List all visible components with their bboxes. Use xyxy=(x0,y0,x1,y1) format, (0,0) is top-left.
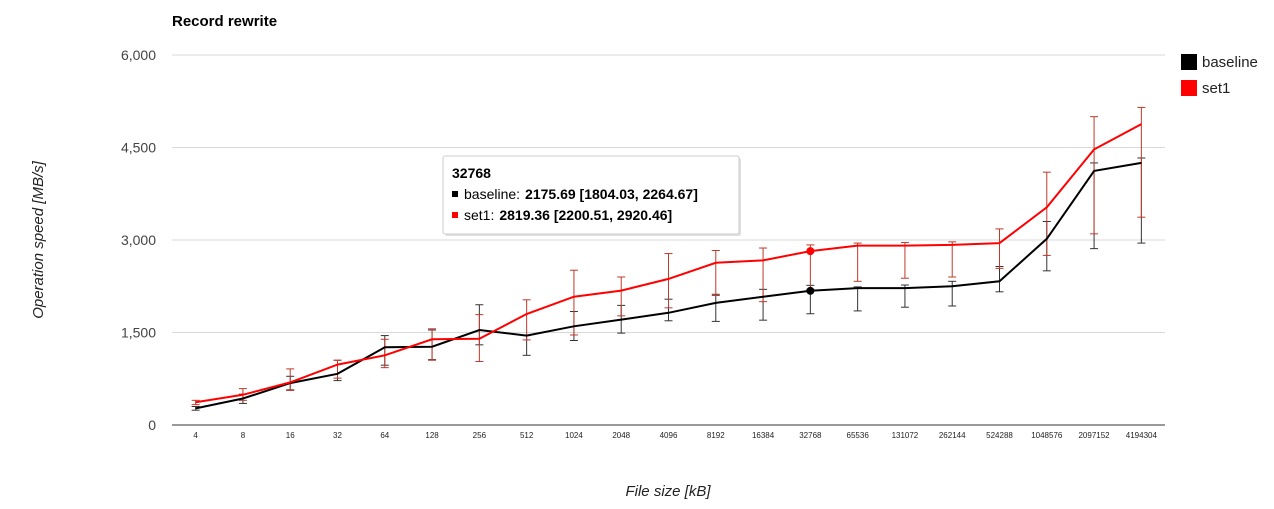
series-lines xyxy=(195,123,1142,410)
x-tick-label: 128 xyxy=(425,431,439,440)
error-bar-set1 xyxy=(286,368,295,391)
tooltip-swatch-baseline xyxy=(452,191,458,197)
y-tick-label: 4,500 xyxy=(121,140,156,156)
x-tick-label: 2048 xyxy=(612,431,630,440)
x-tick-label: 1048576 xyxy=(1031,431,1063,440)
highlight-point-set1 xyxy=(806,247,815,256)
error-bar-set1 xyxy=(995,228,1004,269)
error-bar-set1 xyxy=(711,249,720,296)
error-bar-set1 xyxy=(191,399,200,406)
error-bar-set1 xyxy=(380,338,389,369)
x-tick-label: 16 xyxy=(286,431,295,440)
x-tick-label: 32768 xyxy=(799,431,822,440)
series-line-set1 xyxy=(195,123,1142,404)
gridlines xyxy=(172,54,1165,426)
x-tick-label: 65536 xyxy=(847,431,870,440)
x-tick-label: 8 xyxy=(241,431,246,440)
x-tick-label: 4096 xyxy=(660,431,678,440)
y-tick-label: 6,000 xyxy=(121,47,156,63)
error-bar-set1 xyxy=(1137,106,1146,218)
x-tick-label: 524288 xyxy=(986,431,1013,440)
legend: baseline set1 xyxy=(1181,54,1258,97)
legend-swatch-baseline xyxy=(1181,54,1197,70)
error-bar-set1 xyxy=(569,269,578,336)
tooltip: 32768 baseline: 2175.69 [1804.03, 2264.67]… xyxy=(442,155,741,236)
y-tick-label: 0 xyxy=(148,417,156,433)
error-bar-set1 xyxy=(1090,116,1099,235)
error-bar-set1 xyxy=(853,242,862,282)
chart-title: Record rewrite xyxy=(172,13,277,30)
series-line-baseline xyxy=(195,161,1142,410)
tooltip-row-baseline: baseline: 2175.69 [1804.03, 2264.67] xyxy=(464,186,698,202)
x-tick-label: 64 xyxy=(380,431,389,440)
error-bar-set1 xyxy=(617,276,626,317)
error-bar-set1 xyxy=(900,241,909,279)
tooltip-label: set1: xyxy=(464,207,494,223)
error-bar-set1 xyxy=(333,359,342,379)
x-tick-label: 4194304 xyxy=(1126,431,1158,440)
legend-swatch-set1 xyxy=(1181,80,1197,96)
x-tick-label: 8192 xyxy=(707,431,725,440)
error-bar-set1 xyxy=(428,328,437,361)
legend-label-set1: set1 xyxy=(1202,80,1230,97)
x-tick-label: 2097152 xyxy=(1078,431,1110,440)
x-tick-label: 1024 xyxy=(565,431,583,440)
error-bar-baseline xyxy=(853,286,862,312)
error-bar-set1 xyxy=(664,253,673,309)
error-bar-set1 xyxy=(948,241,957,278)
error-bar-set1 xyxy=(1042,171,1051,256)
x-tick-label: 32 xyxy=(333,431,342,440)
tooltip-box xyxy=(442,155,740,235)
error-bar-baseline xyxy=(711,293,720,322)
x-tick-label: 4 xyxy=(193,431,198,440)
tooltip-label: baseline: xyxy=(464,186,520,202)
x-tick-label: 131072 xyxy=(892,431,919,440)
x-tick-label: 262144 xyxy=(939,431,966,440)
tooltip-value: 2819.36 [2200.51, 2920.46] xyxy=(499,207,672,223)
legend-label-baseline: baseline xyxy=(1202,54,1258,71)
series-markers xyxy=(806,247,815,295)
x-tick-label: 16384 xyxy=(752,431,775,440)
x-tick-label: 512 xyxy=(520,431,534,440)
tooltip-value: 2175.69 [1804.03, 2264.67] xyxy=(525,186,698,202)
tooltip-swatch-set1 xyxy=(452,212,458,218)
error-bar-set1 xyxy=(759,247,768,303)
tooltip-row-set1: set1: 2819.36 [2200.51, 2920.46] xyxy=(464,207,672,223)
error-bar-set1 xyxy=(522,299,531,341)
y-tick-label: 1,500 xyxy=(121,325,156,341)
tooltip-title: 32768 xyxy=(452,165,491,181)
x-axis-ticks: 4 8 16 32 64 128 256 512 1024 2048 4096 8192 16384 32… xyxy=(193,431,1157,440)
y-axis-ticks: 0 1,500 3,000 4,500 6,000 xyxy=(121,47,156,433)
highlight-point-baseline xyxy=(806,286,815,295)
x-tick-label: 256 xyxy=(473,431,487,440)
x-axis-label: File size [kB] xyxy=(625,483,711,500)
y-axis-label: Operation speed [MB/s] xyxy=(30,160,47,318)
y-tick-label: 3,000 xyxy=(121,232,156,248)
error-bars xyxy=(191,106,1146,411)
